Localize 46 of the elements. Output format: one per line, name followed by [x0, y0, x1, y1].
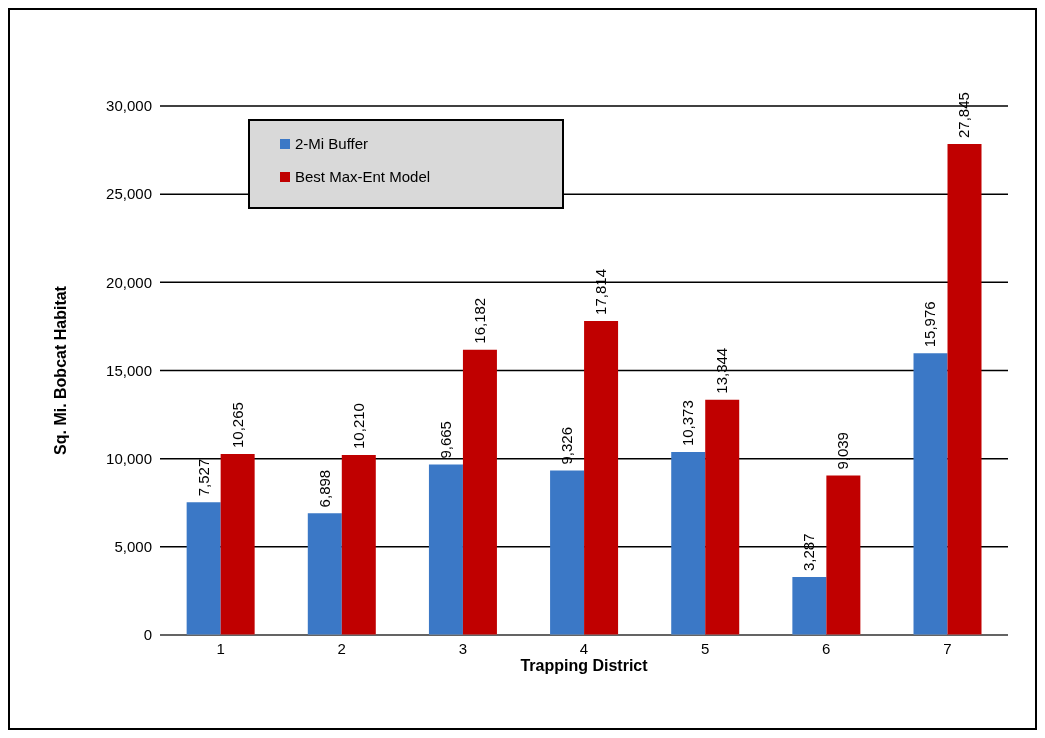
- x-tick-label: 1: [216, 639, 225, 657]
- data-label: 27,845: [955, 92, 973, 138]
- data-label: 10,210: [349, 403, 367, 449]
- bar: [947, 144, 982, 635]
- bar: [341, 454, 376, 635]
- y-tick-label: 15,000: [106, 361, 152, 379]
- y-tick-label: 20,000: [106, 273, 152, 291]
- bar: [428, 464, 463, 635]
- bar: [671, 452, 706, 635]
- data-label: 9,326: [558, 427, 576, 465]
- data-label: 9,039: [834, 432, 852, 470]
- y-tick-label: 5,000: [114, 538, 152, 556]
- bar: [462, 349, 497, 635]
- bar: [584, 320, 619, 635]
- bar: [186, 502, 221, 635]
- data-label: 9,665: [436, 421, 454, 459]
- data-label: 13,344: [713, 347, 731, 394]
- bar: [826, 475, 861, 635]
- bar: [913, 353, 948, 635]
- bar: [220, 453, 255, 635]
- y-tick-label: 30,000: [106, 97, 152, 115]
- x-tick-label: 7: [943, 639, 952, 657]
- data-label: 10,265: [228, 402, 246, 448]
- data-label: 6,898: [315, 469, 333, 508]
- data-label: 17,814: [592, 268, 610, 315]
- data-label: 16,182: [470, 297, 488, 344]
- x-tick-label: 4: [579, 639, 589, 657]
- bar: [705, 399, 740, 635]
- bar: [307, 513, 342, 635]
- data-label: 7,527: [194, 458, 212, 497]
- bar: [792, 577, 827, 635]
- x-tick-label: 6: [822, 639, 831, 657]
- x-tick-label: 2: [337, 639, 346, 657]
- data-label: 10,373: [679, 400, 697, 447]
- bar: [550, 470, 585, 635]
- y-tick-label: 25,000: [106, 185, 152, 203]
- legend-label: Best Max-Ent Model: [295, 168, 431, 185]
- x-tick-label: 3: [458, 639, 468, 657]
- x-tick-label: 5: [700, 639, 710, 657]
- y-tick-label: 10,000: [106, 449, 152, 467]
- x-axis-title: Trapping District: [520, 657, 649, 674]
- data-label: 15,976: [921, 301, 939, 348]
- y-tick-label: 0: [143, 626, 152, 644]
- y-axis-title: Sq. Mi. Bobcat Habitat: [51, 285, 69, 455]
- legend-label: 2-Mi Buffer: [295, 135, 369, 152]
- data-label: 3,287: [800, 533, 818, 572]
